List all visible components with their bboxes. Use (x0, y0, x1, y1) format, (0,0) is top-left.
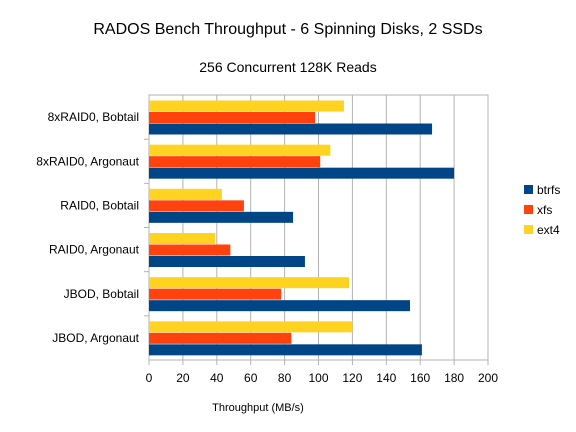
bar-xfs (149, 156, 321, 168)
x-tick-label: 140 (376, 371, 396, 385)
legend-swatch-ext4 (524, 225, 533, 234)
legend: btrfs xfs ext4 (524, 183, 560, 237)
chart-title: RADOS Bench Throughput - 6 Spinning Disk… (93, 21, 482, 38)
bar-ext4 (149, 277, 350, 289)
bar-ext4 (149, 233, 216, 244)
category-label: 8xRAID0, Bobtail (48, 110, 139, 124)
category-label: JBOD, Argonaut (52, 331, 139, 345)
category-label: RAID0, Bobtail (60, 198, 139, 212)
bar-xfs (149, 200, 244, 212)
legend-swatch-xfs (524, 205, 533, 214)
x-tick-label: 100 (308, 371, 328, 385)
bar-xfs (149, 244, 231, 256)
x-tick-label: 60 (244, 371, 258, 385)
x-tick-label: 80 (278, 371, 292, 385)
bar-xfs (149, 288, 282, 300)
bar-btrfs (149, 256, 305, 267)
x-tick-label: 160 (410, 371, 430, 385)
x-axis-label: Throughput (MB/s) (212, 402, 304, 414)
category-label: 8xRAID0, Argonaut (36, 154, 139, 168)
bar-ext4 (149, 321, 353, 333)
bar-btrfs (149, 211, 294, 223)
bar-btrfs (149, 123, 433, 135)
bar-ext4 (149, 144, 331, 156)
bar-ext4 (149, 188, 222, 200)
x-tick-label: 180 (444, 371, 464, 385)
x-tick-label: 120 (342, 371, 362, 385)
grid-lines (144, 95, 489, 365)
bar-btrfs (149, 300, 411, 312)
legend-label-xfs: xfs (537, 203, 552, 217)
bar-ext4 (149, 100, 344, 112)
legend-swatch-btrfs (524, 185, 533, 194)
legend-label-ext4: ext4 (537, 223, 560, 237)
category-label: JBOD, Bobtail (64, 287, 139, 301)
category-label: RAID0, Argonaut (49, 243, 140, 257)
bars (149, 100, 455, 356)
x-tick-labels: 0 20 40 60 80 100 120 140 160 180 200 (146, 371, 499, 385)
bar-btrfs (149, 344, 422, 356)
x-tick-label: 40 (210, 371, 224, 385)
category-labels: 8xRAID0, Bobtail 8xRAID0, Argonaut RAID0, … (36, 110, 139, 345)
x-tick-label: 0 (146, 371, 153, 385)
bar-xfs (149, 112, 316, 123)
bar-xfs (149, 332, 292, 344)
legend-label-btrfs: btrfs (537, 183, 560, 197)
x-tick-label: 200 (478, 371, 498, 385)
bar-btrfs (149, 167, 455, 179)
x-tick-label: 20 (176, 371, 190, 385)
chart-subtitle: 256 Concurrent 128K Reads (199, 59, 376, 75)
